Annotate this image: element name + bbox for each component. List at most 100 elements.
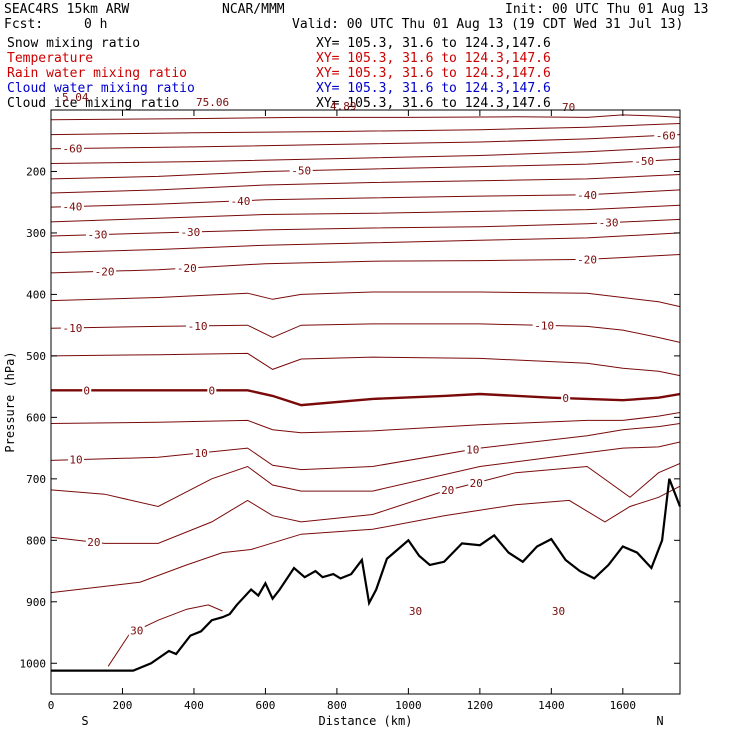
contour-label-bg: [193, 446, 210, 459]
y-tick-label: 600: [26, 411, 46, 424]
isotherm-5: [51, 412, 680, 434]
y-tick-label: 900: [26, 596, 46, 609]
contour-label-bg: [654, 129, 678, 142]
y-tick-label: 700: [26, 473, 46, 486]
isotherm-minus-30: [51, 218, 680, 237]
x-axis-end-right: N: [656, 714, 663, 728]
contour-label-bg: [228, 194, 252, 207]
contour-label: -60: [656, 129, 676, 142]
contour-label: 30: [130, 624, 143, 637]
contour-label: 30: [409, 605, 422, 618]
contour-label-bg: [575, 188, 599, 201]
contour-label-layer: -60-60-50-50-40 -40 -40-30 -30-30-20 -20-20-…: [60, 129, 678, 637]
contour-label-bg: [561, 392, 571, 405]
contour-label: -30: [88, 229, 108, 242]
isotherm-minus-65: [51, 123, 680, 136]
contour-label: 20: [441, 484, 454, 497]
contour-label: -60: [63, 142, 83, 155]
contour-label-bg: [575, 253, 599, 266]
x-axis-ticks: 0 200 400 600 800 1000 1200 1400 1600: [48, 110, 636, 712]
contour-label: 0: [83, 384, 90, 397]
fcst-value: 0 h: [84, 17, 108, 32]
contour-label: -10: [188, 320, 208, 333]
x-tick-label: 600: [255, 699, 275, 712]
isotherm-0: [51, 389, 680, 407]
contour-label-bg: [289, 164, 313, 177]
contour-label: -40: [63, 201, 83, 214]
contour-label: 0: [562, 392, 569, 405]
field-name-cloud-water: Cloud water mixing ratio: [7, 81, 195, 96]
field-xy-rain: XY= 105.3, 31.6 to 124.3,147.6: [316, 66, 551, 81]
contour-label-bg: [175, 262, 199, 275]
y-axis-ticks: 200 300 400 500 600 700 800 900 10 0 0: [20, 165, 680, 670]
isotherm-minus-10: [51, 323, 680, 343]
contour-label-bg: [60, 200, 84, 213]
isotherm-layer: [51, 114, 680, 667]
y-tick-label: 800: [26, 534, 46, 547]
isotherm-minus-50: [51, 158, 680, 180]
contour-label: -20: [177, 262, 197, 275]
contour-label: 10: [194, 447, 207, 460]
y-tick-label: 200: [26, 165, 46, 178]
small-annotation: 4.89: [330, 100, 357, 113]
contour-label: -50: [634, 155, 654, 168]
field-xy-cloud-ice: XY= 105.3, 31.6 to 124.3,147.6: [316, 96, 551, 111]
x-tick-label: 1600: [610, 699, 637, 712]
y-tick-label: 400: [26, 288, 46, 301]
contour-label-bg: [93, 265, 117, 278]
x-tick-label: 800: [327, 699, 347, 712]
contour-label-bg: [60, 142, 84, 155]
x-tick-label: 0: [48, 699, 55, 712]
x-tick-label: 1200: [467, 699, 494, 712]
isotherm-minus-15: [51, 291, 680, 308]
isotherm-20: [51, 463, 680, 544]
isotherm-minus-45: [51, 174, 680, 194]
contour-label: -20: [577, 253, 597, 266]
isotherm-minus-5: [51, 352, 680, 377]
model-title: SEAC4RS 15km ARW: [4, 2, 130, 17]
isotherm-minus-35: [51, 204, 680, 223]
contour-label-bg: [407, 605, 424, 618]
contour-label-bg: [85, 228, 109, 241]
contour-label: -50: [291, 165, 311, 178]
field-name-temperature: Temperature: [7, 51, 94, 66]
contour-label-bg: [207, 384, 217, 397]
contour-label-bg: [60, 321, 84, 334]
x-tick-label: 1000: [395, 699, 422, 712]
contour-label: 10: [466, 443, 479, 456]
small-annotation: 5.04: [62, 91, 89, 104]
contour-label-bg: [186, 319, 210, 332]
contour-label-bg: [439, 484, 456, 497]
contour-label-bg: [597, 216, 621, 229]
contour-label: -40: [230, 195, 250, 208]
x-tick-label: 1400: [538, 699, 565, 712]
isotherm-minus-55: [51, 146, 680, 164]
contour-label-bg: [550, 605, 567, 618]
isotherm-10: [51, 423, 680, 471]
isotherm-30: [107, 604, 223, 667]
contour-label-bg: [178, 226, 202, 239]
x-axis-end-left: S: [81, 714, 88, 728]
y-tick-label: 300: [26, 227, 46, 240]
org-name: NCAR/MMM: [222, 2, 285, 17]
isotherm-minus-25: [51, 232, 680, 254]
contour-label-bg: [632, 155, 656, 168]
contour-label: -30: [599, 217, 619, 230]
contour-label: 10: [69, 454, 82, 467]
small-annotation: 75.06: [196, 96, 229, 109]
y-tick-label: 500: [26, 350, 46, 363]
y-axis-label: Pressure (hPa): [3, 351, 17, 452]
x-tick-label: 400: [184, 699, 204, 712]
field-name-rain: Rain water mixing ratio: [7, 66, 188, 81]
field-name-cloud-ice: Cloud ice mixing ratio: [7, 96, 180, 111]
contour-label: 20: [470, 477, 483, 490]
plot-frame: [50, 109, 681, 695]
field-xy-temperature: XY= 105.3, 31.6 to 124.3,147.6: [316, 51, 551, 66]
small-annotation: 70: [562, 101, 575, 114]
terrain-line: [51, 478, 682, 672]
field-xy-cloud-water: XY= 105.3, 31.6 to 124.3,147.6: [316, 81, 551, 96]
contour-label: -10: [534, 319, 554, 332]
field-name-snow: Snow mixing ratio: [7, 36, 141, 51]
isotherm-minus-60: [51, 134, 680, 150]
